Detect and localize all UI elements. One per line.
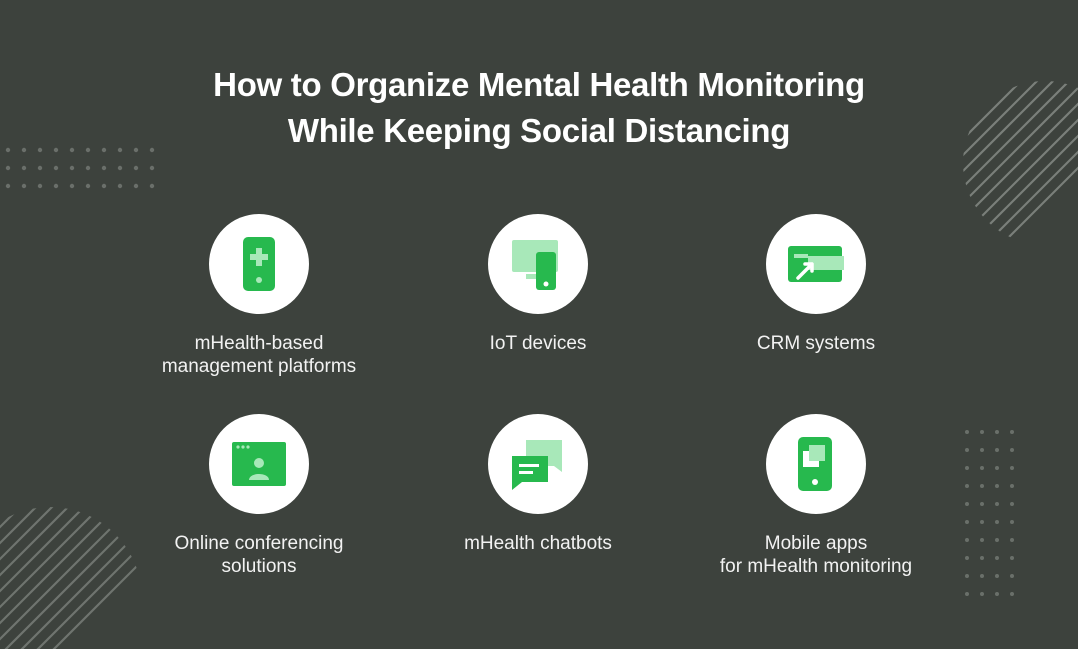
iot-devices-icon xyxy=(512,240,558,290)
item-iot-devices: IoT devices xyxy=(388,214,688,355)
icon-circle xyxy=(488,414,588,514)
page-title-line1: How to Organize Mental Health Monitoring xyxy=(213,66,865,103)
item-label: IoT devices xyxy=(489,333,587,354)
item-label: mHealth-based management platforms xyxy=(161,333,357,377)
item-label: CRM systems xyxy=(756,333,876,354)
item-label: Online conferencing solutions xyxy=(174,533,344,577)
icon-circle xyxy=(209,214,309,314)
icon-circle xyxy=(209,414,309,514)
item-label: mHealth chatbots xyxy=(464,533,612,554)
item-label: Mobile apps for mHealth monitoring xyxy=(719,533,913,577)
chat-bubbles-icon xyxy=(512,440,562,490)
video-conference-icon xyxy=(232,442,286,486)
crm-card-icon xyxy=(788,246,844,282)
item-mobile-apps: Mobile apps for mHealth monitoring xyxy=(666,414,966,578)
page-title-line2: While Keeping Social Distancing xyxy=(287,112,791,149)
mobile-plus-icon xyxy=(243,237,275,291)
item-crm-systems: CRM systems xyxy=(666,214,966,355)
icon-circle xyxy=(766,214,866,314)
icon-circle xyxy=(488,214,588,314)
mobile-app-icon xyxy=(798,437,832,491)
icon-circle xyxy=(766,414,866,514)
item-mhealth-platforms: mHealth-based management platforms xyxy=(109,214,409,378)
page-title: How to Organize Mental Health Monitoring… xyxy=(0,62,1078,154)
item-mhealth-chatbots: mHealth chatbots xyxy=(388,414,688,555)
item-online-conferencing: Online conferencing solutions xyxy=(109,414,409,578)
